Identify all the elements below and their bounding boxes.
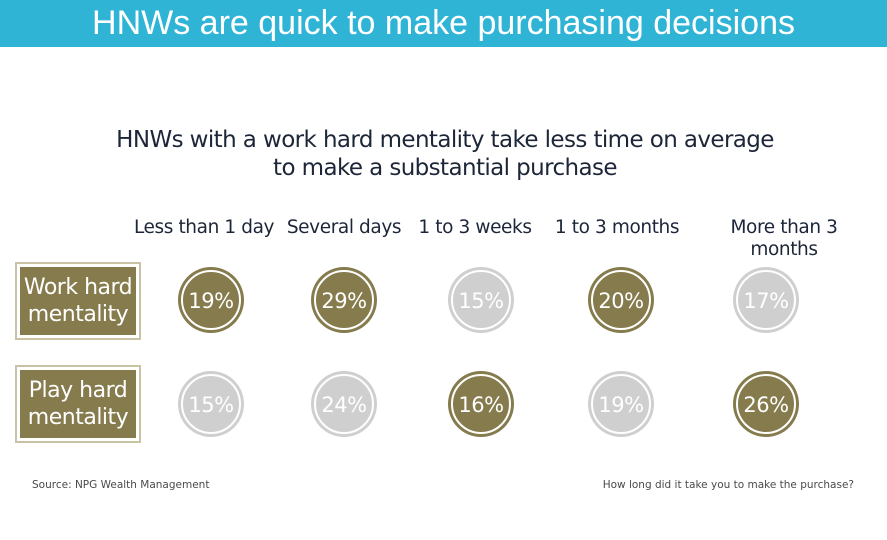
value-circle [451,374,511,434]
column-header-several-days: Several days [269,217,419,239]
value-marker: 15% [448,267,514,333]
header-banner: HNWs are quick to make purchasing decisi… [0,0,887,47]
column-header-line: Less than 1 day [133,217,275,238]
value-label: 19% [598,393,643,417]
column-header-more-than-3-months: More than 3 months [709,217,859,261]
chart-subtitle-line-2: to make a substantial purchase [273,155,617,181]
value-circle [314,374,374,434]
row-label-line: Work hard [23,275,133,300]
value-label: 16% [458,393,503,417]
row-label-play-hard-box: Play hard mentality [20,370,136,438]
value-circle [181,270,241,330]
row-label-line: mentality [27,405,129,430]
value-label: 15% [188,393,233,417]
question-note: How long did it take you to make the pur… [602,479,854,491]
row-label-work-hard: Work hard mentality [15,262,141,340]
column-header-line: Several days [286,217,402,238]
column-header-less-than-1-day: Less than 1 day [129,217,279,239]
value-marker: 26% [733,371,799,437]
chart-subtitle: HNWs with a work hard mentality take les… [100,126,790,182]
column-header-line: 1 to 3 months [554,217,680,238]
value-marker: 15% [178,371,244,437]
value-circle [736,270,796,330]
value-circle [181,374,241,434]
value-marker: 19% [178,267,244,333]
column-header-line: months [750,239,818,260]
value-circle [591,374,651,434]
value-circle [314,270,374,330]
value-marker: 29% [311,267,377,333]
value-marker: 16% [448,371,514,437]
row-label-line: mentality [27,302,129,327]
value-marker: 17% [733,267,799,333]
value-marker: 24% [311,371,377,437]
value-circle [736,374,796,434]
value-marker: 20% [588,267,654,333]
value-label: 15% [458,289,503,313]
column-header-line: More than 3 [730,217,838,238]
page-title: HNWs are quick to make purchasing decisi… [92,4,795,42]
row-label-play-hard: Play hard mentality [15,365,141,443]
value-label: 29% [321,289,366,313]
value-circle [591,270,651,330]
column-header-1-to-3-weeks: 1 to 3 weeks [400,217,550,239]
value-label: 19% [188,289,233,313]
column-header-line: 1 to 3 weeks [418,217,532,238]
value-marker: 19% [588,371,654,437]
chart-subtitle-line-1: HNWs with a work hard mentality take les… [116,127,774,153]
row-label-line: Play hard [28,378,128,403]
value-circle [451,270,511,330]
source-note: Source: NPG Wealth Management [32,479,210,491]
value-label: 24% [321,393,366,417]
value-label: 26% [743,393,788,417]
column-header-1-to-3-months: 1 to 3 months [542,217,692,239]
row-label-work-hard-box: Work hard mentality [20,267,136,335]
value-label: 17% [743,289,788,313]
value-label: 20% [598,289,643,313]
